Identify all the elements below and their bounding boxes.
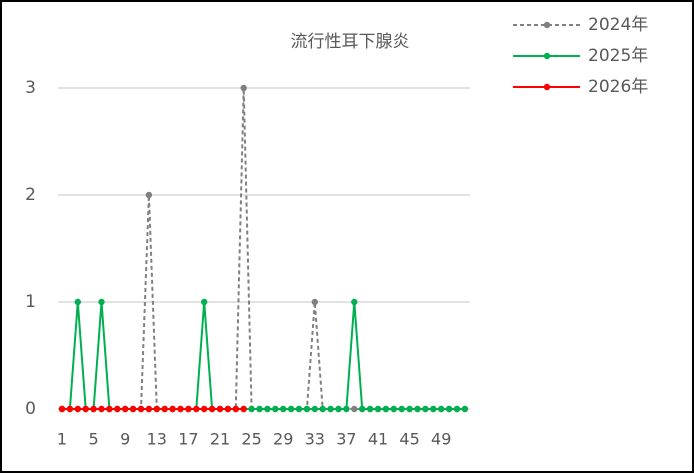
series-point — [122, 405, 129, 413]
legend-label: 2025年 — [588, 46, 648, 66]
series-point — [311, 405, 318, 413]
series-point — [177, 405, 184, 413]
series-point — [390, 405, 397, 413]
y-tick-label: 3 — [25, 78, 36, 98]
series-point — [240, 84, 247, 92]
series-point — [216, 405, 224, 413]
series-point — [264, 405, 271, 413]
series-point — [224, 405, 232, 413]
series-point — [114, 405, 121, 413]
series-point — [461, 405, 469, 413]
series-point — [453, 405, 461, 413]
series-point — [295, 405, 303, 413]
x-tick-label: 5 — [89, 430, 99, 449]
legend-point — [543, 83, 551, 91]
series-point — [382, 405, 390, 413]
series-point — [98, 405, 105, 413]
x-tick-label: 13 — [147, 430, 167, 449]
series-point — [406, 405, 413, 413]
x-tick-label: 29 — [273, 430, 293, 449]
x-tick-label: 41 — [368, 430, 388, 449]
series-point — [414, 405, 421, 413]
series-point — [430, 405, 437, 413]
series-point — [169, 405, 176, 413]
series-point — [240, 405, 247, 413]
chart-title: 流行性耳下腺炎 — [291, 32, 410, 52]
series-point — [193, 405, 200, 413]
series-point — [287, 405, 295, 413]
y-tick-label: 2 — [25, 185, 36, 205]
x-tick-label: 17 — [178, 430, 198, 449]
legend-label: 2024年 — [588, 15, 648, 35]
x-tick-label: 37 — [336, 430, 356, 449]
series-point — [185, 405, 192, 413]
series-point — [153, 405, 160, 413]
series-point — [422, 405, 429, 413]
series-point — [90, 405, 97, 413]
series-point — [398, 405, 405, 413]
series-point — [145, 405, 153, 413]
series-point — [129, 405, 137, 413]
x-tick-label: 1 — [57, 430, 67, 449]
series-point — [161, 405, 168, 413]
series-point — [98, 298, 105, 306]
x-tick-label: 25 — [241, 430, 261, 449]
series-point — [74, 405, 82, 413]
y-tick-label: 1 — [25, 292, 36, 312]
series-point — [145, 191, 153, 199]
legend-point — [543, 21, 551, 29]
series-point — [303, 405, 311, 413]
series-point — [58, 405, 66, 413]
series-point — [248, 405, 255, 413]
series-point — [351, 298, 358, 306]
series-point — [366, 405, 374, 413]
series-point — [256, 405, 263, 413]
legend-label: 2026年 — [588, 77, 648, 97]
series-point — [445, 405, 453, 413]
series-point — [106, 405, 113, 413]
series-point — [232, 405, 239, 413]
y-tick-label: 0 — [25, 399, 36, 419]
series-point — [374, 405, 382, 413]
series-point — [319, 405, 326, 413]
series-point — [359, 405, 366, 413]
series-point — [327, 405, 334, 413]
series-point — [438, 405, 445, 413]
x-tick-label: 33 — [305, 430, 325, 449]
series-point — [280, 405, 287, 413]
legend-point — [543, 52, 551, 60]
series-point — [335, 405, 342, 413]
x-tick-label: 21 — [210, 430, 230, 449]
series-point — [272, 405, 279, 413]
series-point — [343, 405, 350, 413]
series-point — [351, 405, 358, 413]
series-point — [201, 298, 208, 306]
series-point — [82, 405, 89, 413]
series-point — [74, 298, 82, 306]
series-point — [201, 405, 208, 413]
series-point — [311, 298, 318, 306]
x-tick-label: 9 — [120, 430, 130, 449]
x-tick-label: 45 — [399, 430, 419, 449]
series-point — [137, 405, 145, 413]
series-point — [66, 405, 74, 413]
x-tick-label: 49 — [431, 430, 451, 449]
series-point — [208, 405, 216, 413]
